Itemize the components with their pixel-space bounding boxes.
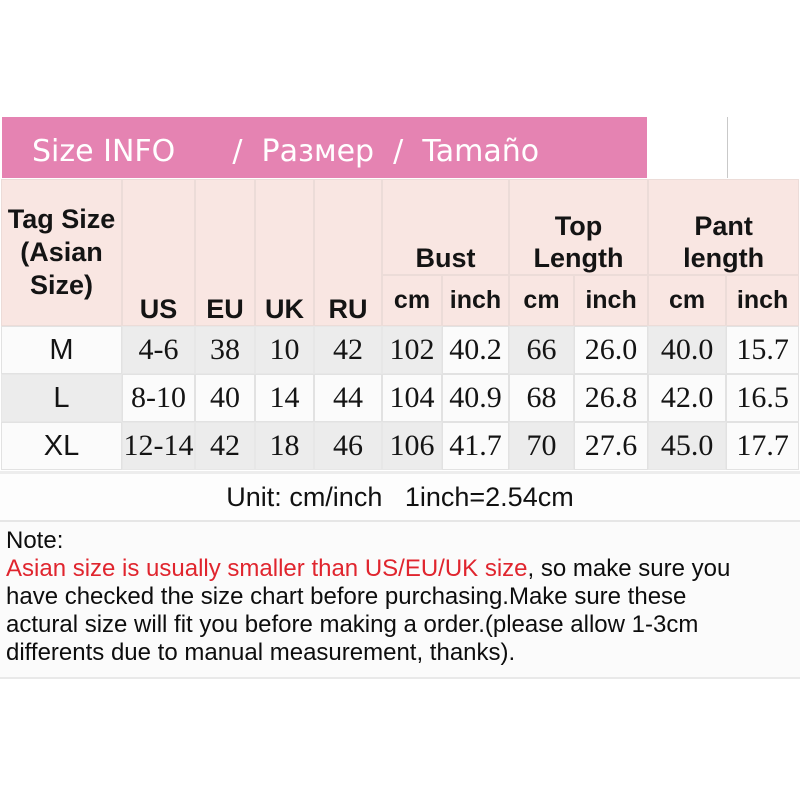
cell-ru: 42 [315, 327, 381, 373]
cell-ru: 46 [315, 423, 381, 469]
cell-bust-cm: 102 [383, 327, 441, 373]
cell-us: 8-10 [123, 375, 194, 421]
header-bust: Bust [383, 180, 508, 274]
cell-pant-cm: 42.0 [649, 375, 726, 421]
cell-eu: 40 [196, 375, 254, 421]
unit-note: Unit: cm/inch 1inch=2.54cm [0, 471, 800, 522]
cell-top-cm: 66 [510, 327, 573, 373]
cell-top-cm: 70 [510, 423, 573, 469]
cell-pant-cm: 45.0 [649, 423, 726, 469]
banner-row: Size INFO / Размер / Tamaño [2, 117, 798, 178]
header-row-units: cm inch cm inch cm inch [2, 276, 799, 325]
table-row-xl: XL 12-14 42 18 46 106 41.7 70 27.6 45.0 … [2, 423, 799, 469]
cell-top-inch: 26.8 [575, 375, 648, 421]
banner: Size INFO / Размер / Tamaño [2, 117, 648, 178]
cell-pant-inch: 16.5 [727, 375, 799, 421]
cell-tag: XL [2, 423, 121, 469]
cell-uk: 10 [256, 327, 313, 373]
cell-us: 4-6 [123, 327, 194, 373]
cell-tag: M [2, 327, 121, 373]
header-eu: EU [196, 180, 254, 325]
note-warning-rest: , so make sure you have checked the size… [6, 555, 731, 666]
cell-us: 12-14 [123, 423, 194, 469]
note-block: Note: Asian size is usually smaller than… [0, 522, 800, 679]
note-heading: Note: [6, 527, 64, 554]
table-row-l: L 8-10 40 14 44 104 40.9 68 26.8 42.0 16… [2, 375, 799, 421]
cell-pant-cm: 40.0 [649, 327, 726, 373]
cell-bust-inch: 40.9 [443, 375, 508, 421]
cell-uk: 18 [256, 423, 313, 469]
header-pant-cm: cm [649, 276, 726, 325]
cell-ru: 44 [315, 375, 381, 421]
header-pant-inch: inch [727, 276, 799, 325]
header-bust-inch: inch [443, 276, 508, 325]
banner-title: Size INFO [32, 134, 176, 169]
header-ru: RU [315, 180, 381, 325]
cell-uk: 14 [256, 375, 313, 421]
cell-tag: L [2, 375, 121, 421]
cell-bust-inch: 41.7 [443, 423, 508, 469]
header-tag-size: Tag Size (Asian Size) [2, 180, 121, 325]
cell-bust-inch: 40.2 [443, 327, 508, 373]
header-top-inch: inch [575, 276, 648, 325]
banner-spacer [649, 117, 725, 178]
note-warning-red: Asian size is usually smaller than US/EU… [6, 555, 528, 582]
banner-spacer [727, 117, 798, 178]
header-us: US [123, 180, 194, 325]
header-pant-length: Pant length [649, 180, 799, 274]
header-row-groups: Tag Size (Asian Size) US EU UK RU Bust T… [2, 180, 799, 325]
cell-eu: 42 [196, 423, 254, 469]
cell-eu: 38 [196, 327, 254, 373]
header-uk: UK [256, 180, 313, 325]
cell-bust-cm: 106 [383, 423, 441, 469]
cell-bust-cm: 104 [383, 375, 441, 421]
header-top-cm: cm [510, 276, 573, 325]
table-row-m: M 4-6 38 10 42 102 40.2 66 26.0 40.0 15.… [2, 327, 799, 373]
cell-top-cm: 68 [510, 375, 573, 421]
banner-title-translations: / Размер / Tamaño [232, 134, 540, 169]
note-text: Asian size is usually smaller than US/EU… [6, 555, 758, 667]
cell-top-inch: 26.0 [575, 327, 648, 373]
header-bust-cm: cm [383, 276, 441, 325]
cell-pant-inch: 17.7 [727, 423, 799, 469]
cell-top-inch: 27.6 [575, 423, 648, 469]
size-table: Size INFO / Размер / Tamaño Tag Size (As… [0, 115, 800, 471]
cell-pant-inch: 15.7 [727, 327, 799, 373]
header-top-length: Top Length [510, 180, 648, 274]
